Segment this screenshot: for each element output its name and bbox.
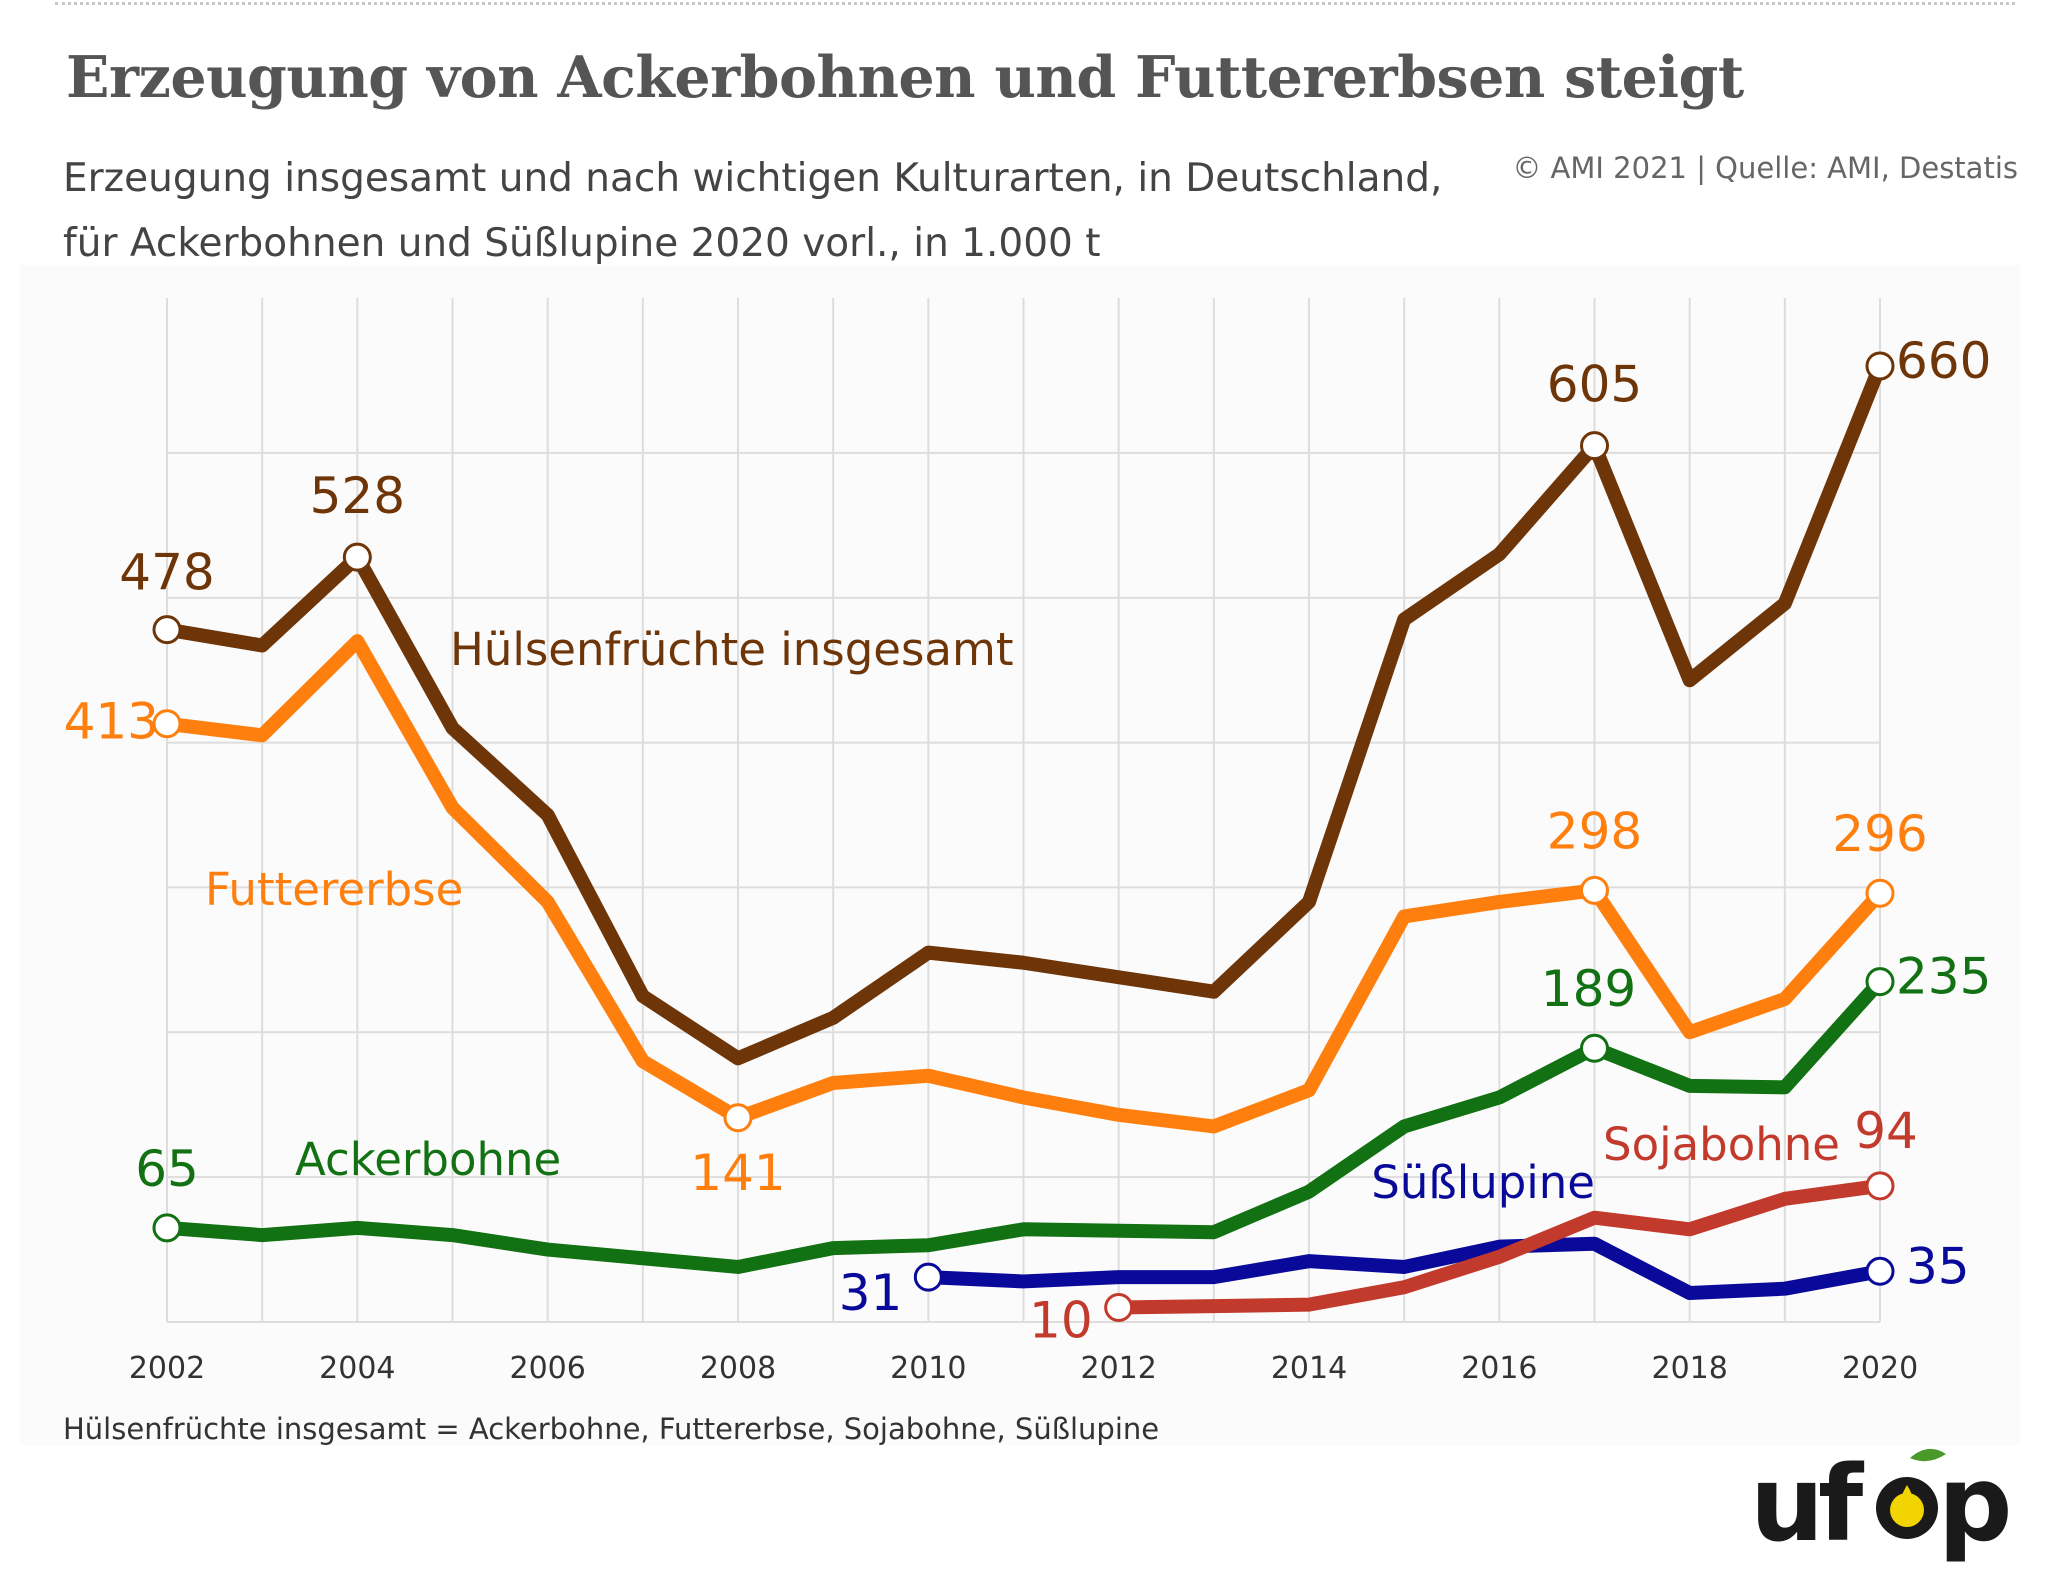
series-name-label: Sojabohne (1603, 1118, 1840, 1171)
x-tick-label: 2010 (890, 1351, 966, 1386)
data-point-marker (913, 1262, 943, 1292)
series-name-label: Futtererbse (205, 863, 463, 916)
data-label: 10 (1029, 1292, 1093, 1350)
x-tick-label: 2004 (319, 1351, 395, 1386)
data-label: 605 (1547, 356, 1642, 414)
data-point-marker (1865, 1171, 1895, 1201)
data-label: 298 (1547, 802, 1642, 860)
data-label: 660 (1896, 332, 1991, 390)
data-point-marker (152, 709, 182, 739)
x-tick-label: 2018 (1651, 1351, 1727, 1386)
ufop-logo: uf p (1750, 1443, 2012, 1565)
data-point-marker (152, 1213, 182, 1243)
data-point-marker (1865, 967, 1895, 997)
source-credit: © AMI 2021 | Quelle: AMI, Destatis (1512, 151, 2018, 185)
data-point-marker (1104, 1293, 1134, 1323)
data-point-marker (1580, 1033, 1609, 1063)
data-point-marker (1580, 431, 1609, 461)
chart-title: Erzeugung von Ackerbohnen und Futtererbs… (66, 44, 1744, 111)
x-tick-label: 2006 (509, 1351, 585, 1386)
data-label: 141 (690, 1144, 785, 1202)
data-point-marker (152, 615, 182, 645)
data-label: 35 (1906, 1237, 1970, 1295)
x-tick-label: 2016 (1461, 1351, 1537, 1386)
data-label: 413 (64, 693, 159, 751)
data-label: 31 (839, 1264, 903, 1322)
series-name-label: Süßlupine (1371, 1156, 1595, 1209)
data-label: 94 (1854, 1102, 1918, 1160)
data-label: 296 (1832, 805, 1927, 863)
data-point-marker (723, 1103, 753, 1133)
data-point-marker (342, 542, 372, 572)
series-name-label: Hülsenfrüchte insgesamt (450, 623, 1014, 676)
data-label: 478 (119, 544, 214, 602)
x-tick-label: 2020 (1842, 1351, 1918, 1386)
svg-text:uf: uf (1750, 1443, 1865, 1565)
svg-text:p: p (1938, 1443, 2012, 1565)
data-point-marker (1580, 875, 1609, 905)
data-label: 235 (1896, 948, 1991, 1006)
chart-background (20, 265, 2020, 1445)
top-divider (55, 2, 2015, 5)
data-point-marker (1865, 878, 1895, 908)
x-tick-label: 2014 (1271, 1351, 1347, 1386)
data-point-marker (1865, 351, 1895, 381)
data-label: 528 (310, 467, 405, 525)
series-line (1111, 1178, 1887, 1315)
data-label: 65 (135, 1140, 199, 1198)
x-tick-label: 2002 (129, 1351, 205, 1386)
series-line (921, 1236, 1887, 1301)
series-name-label: Ackerbohne (295, 1133, 561, 1186)
data-point-marker (1865, 1256, 1895, 1286)
chart-subtitle: Erzeugung insgesamt und nach wichtigen K… (63, 156, 1443, 266)
x-tick-label: 2012 (1080, 1351, 1156, 1386)
data-label: 189 (1541, 960, 1636, 1018)
x-tick-label: 2008 (700, 1351, 776, 1386)
footnote: Hülsenfrüchte insgesamt = Ackerbohne, Fu… (63, 1412, 1160, 1446)
